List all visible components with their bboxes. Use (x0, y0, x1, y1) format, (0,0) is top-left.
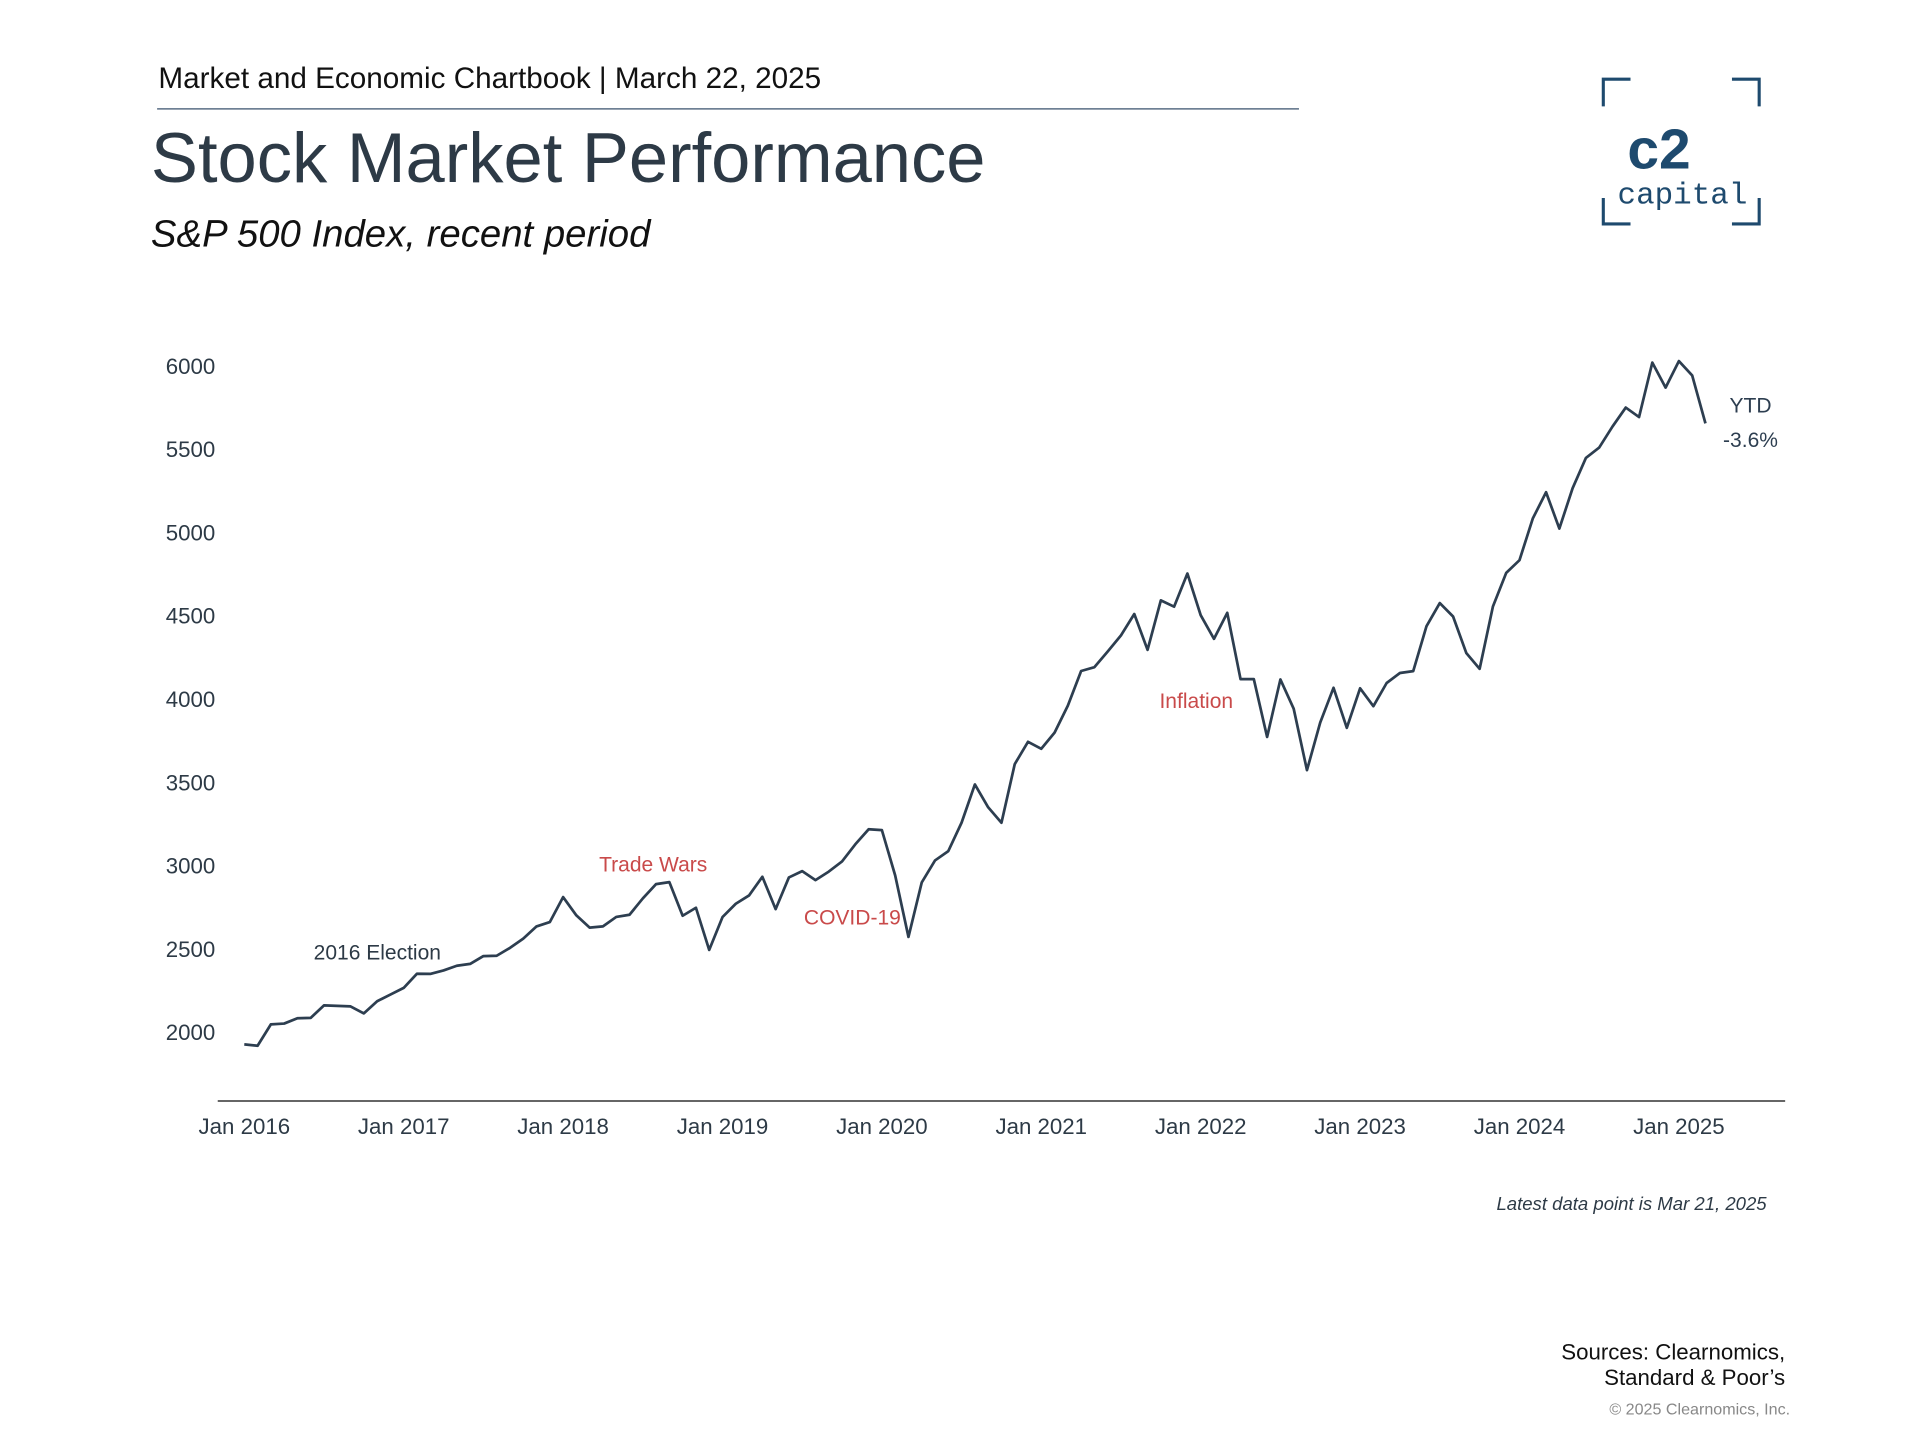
x-tick-label: Jan 2023 (1314, 1114, 1406, 1139)
y-tick-label: 4500 (166, 604, 215, 629)
copyright: © 2025 Clearnomics, Inc. (1609, 1401, 1790, 1419)
y-tick-label: 3500 (166, 770, 215, 795)
x-tick-label: Jan 2018 (517, 1114, 609, 1139)
y-tick-label: 4000 (166, 687, 215, 712)
y-tick-label: 2000 (166, 1020, 215, 1045)
x-tick-label: Jan 2025 (1633, 1114, 1725, 1139)
y-tick-label: 5500 (166, 437, 215, 462)
y-tick-label: 3000 (166, 854, 215, 879)
note: Latest data point is Mar 21, 2025 (1496, 1193, 1767, 1214)
x-tick-label: Jan 2017 (358, 1114, 450, 1139)
annotation: YTD (1729, 395, 1771, 418)
annotation: 2016 Election (314, 941, 441, 964)
source: Standard & Poor’s (1604, 1365, 1785, 1390)
x-tick-label: Jan 2019 (677, 1114, 769, 1139)
logo-word: capital (1618, 179, 1748, 214)
annotation: -3.6% (1723, 429, 1778, 452)
x-tick-label: Jan 2022 (1155, 1114, 1247, 1139)
y-tick-label: 5000 (166, 520, 215, 545)
source: Sources: Clearnomics, (1561, 1339, 1785, 1364)
logo (1601, 77, 1761, 226)
y-tick-label: 6000 (166, 354, 215, 379)
chart-title: Stock Market Performance (151, 118, 986, 197)
annotation: Trade Wars (599, 854, 707, 877)
logo-corner (1601, 197, 1631, 226)
x-tick-label: Jan 2020 (836, 1114, 928, 1139)
y-tick-label: 2500 (166, 937, 215, 962)
price-line (244, 359, 1707, 1048)
x-tick-label: Jan 2024 (1474, 1114, 1566, 1139)
logo-corner (1731, 77, 1761, 107)
logo-corner (1731, 197, 1761, 226)
annotation: Inflation (1159, 690, 1233, 713)
logo-corner (1601, 77, 1631, 107)
annotation: COVID-19 (804, 907, 901, 930)
kicker: Market and Economic Chartbook | March 22… (158, 62, 821, 95)
chart-subtitle: S&P 500 Index, recent period (151, 212, 652, 255)
x-tick-label: Jan 2021 (996, 1114, 1088, 1139)
x-tick-label: Jan 2016 (199, 1114, 291, 1139)
logo-mark: c2 (1627, 117, 1690, 181)
